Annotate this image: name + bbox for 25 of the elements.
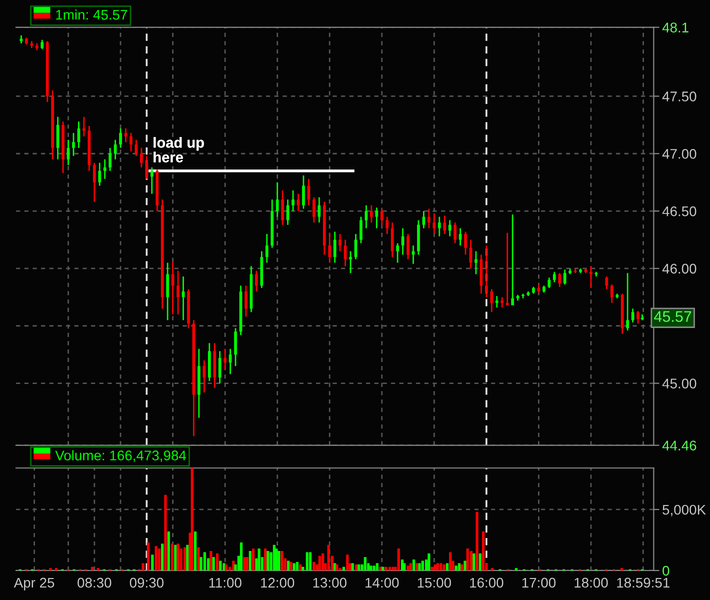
x-tick-label: 15:00 — [418, 578, 451, 588]
y-tick-label: 44.46 — [662, 440, 696, 450]
x-tick-label: 14:00 — [366, 578, 399, 588]
ref-line-label: 16:00 — [470, 578, 504, 588]
x-tick-label: 08:30 — [78, 578, 112, 588]
legend-label: Volume: 166,473,984 — [55, 450, 186, 462]
x-tick-label: 11:00 — [209, 578, 242, 588]
y-tick-label: 46.00 — [662, 264, 696, 274]
y-tick-label: 5,000K — [662, 504, 706, 516]
ref-line-label: 09:30 — [130, 578, 164, 588]
annotation: 45.57 — [654, 311, 692, 322]
y-tick-label: 47.50 — [662, 92, 696, 102]
x-tick-label: 13:00 — [313, 578, 346, 588]
x-tick-label: 18:59:51 — [617, 578, 670, 588]
x-tick-label: 18:00 — [574, 578, 608, 588]
x-tick-label: 17:00 — [522, 578, 556, 588]
y-tick-label: 47.00 — [662, 148, 696, 159]
y-tick-label: 46.50 — [662, 206, 696, 216]
y-tick-label: 45.00 — [662, 378, 696, 388]
annotation: load up here — [154, 137, 204, 162]
y-tick-label: 48.1 — [662, 22, 688, 32]
legend-label: 1min: 45.57 — [56, 9, 128, 20]
y-tick-label: 0 — [662, 566, 670, 576]
x-tick-label: Apr 25 — [14, 578, 54, 590]
x-tick-label: 12:00 — [261, 578, 294, 588]
